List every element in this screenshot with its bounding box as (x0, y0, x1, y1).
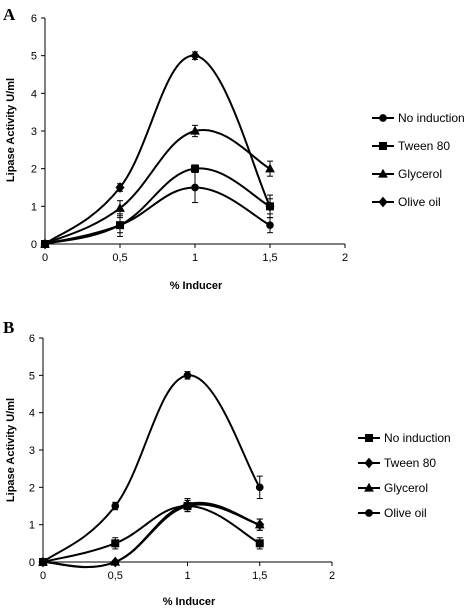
x-tick-label: 0,5 (112, 252, 127, 264)
y-tick-label: 4 (31, 88, 37, 100)
data-point-square (255, 539, 264, 548)
data-point-circle (111, 502, 120, 510)
legend-label: Glycerol (398, 167, 442, 181)
data-point-square (111, 539, 120, 548)
legend-label: No induction (384, 431, 451, 445)
x-axis-label-b: % Inducer (163, 596, 216, 608)
x-tick-label: 0 (42, 252, 48, 264)
legend-marker-square (379, 142, 387, 150)
x-tick-label: 1 (184, 570, 190, 582)
legend-label: Tween 80 (384, 456, 436, 470)
legend-a: No induction Tween 80 Glycerol Olive oil (372, 111, 465, 209)
y-tick-label: 3 (29, 445, 35, 457)
legend-marker-diamond (378, 196, 388, 208)
data-point-triangle (254, 519, 265, 529)
y-axis-label-b: Lipase Activity U/ml (5, 398, 17, 502)
legend-b: No induction Tween 80 Glycerol Olive oil (358, 431, 451, 520)
series-line-tween-80 (44, 167, 271, 245)
data-point-triangle (190, 125, 200, 135)
series-line-glycerol (44, 128, 271, 245)
chart-panel-b: B 0 1 2 3 4 5 6 0 0,5 1 1,5 2 No induction Tween 80 G… (3, 318, 451, 608)
data-point-diamond (265, 201, 275, 212)
data-point-triangle (115, 202, 125, 212)
data-point-circle (39, 558, 47, 566)
legend-marker-diamond (364, 457, 374, 469)
data-point-square (116, 221, 124, 230)
data-point-circle (191, 183, 199, 192)
legend-marker-circle (365, 509, 373, 517)
series-line-olive-oil (44, 54, 271, 245)
legend-label: Olive oil (398, 195, 441, 209)
legend-label: Glycerol (384, 481, 428, 495)
data-point-square (191, 164, 199, 173)
data-point-triangle (110, 556, 121, 566)
y-tick-label: 1 (29, 520, 35, 532)
y-tick-label: 6 (31, 13, 37, 25)
x-axis-label-a: % Inducer (170, 280, 223, 292)
y-tick-label: 5 (31, 51, 37, 63)
x-tick-label: 1 (192, 252, 198, 264)
data-point-diamond (40, 238, 50, 250)
chart-panel-a: A 0 1 2 3 4 5 6 0 0,5 1 1,5 2 No induction Tween 80 G… (3, 5, 465, 292)
legend-marker-square (365, 434, 373, 442)
data-point-triangle (182, 498, 193, 508)
legend-marker-triangle (364, 482, 374, 492)
data-point-triangle (265, 163, 275, 173)
panel-label-a: A (3, 5, 16, 24)
y-tick-label: 5 (29, 370, 35, 382)
panel-label-b: B (3, 318, 14, 337)
y-tick-label: 4 (29, 408, 35, 420)
legend-marker-circle (379, 114, 387, 122)
x-tick-label: 0,5 (108, 570, 123, 582)
series-line-no-induction (44, 186, 271, 245)
legend-label: Tween 80 (398, 139, 450, 153)
y-axis-label-a: Lipase Activity U/ml (5, 78, 17, 182)
x-tick-label: 2 (329, 570, 335, 582)
series-line-glycerol (42, 501, 261, 569)
series-line-olive-oil (42, 374, 261, 563)
y-tick-label: 0 (29, 557, 35, 569)
y-tick-label: 2 (31, 164, 37, 176)
data-point-circle (255, 483, 264, 492)
y-tick-label: 1 (31, 201, 37, 213)
series-line-no-induction (42, 504, 261, 563)
x-tick-label: 2 (342, 252, 348, 264)
x-tick-label: 1,5 (252, 570, 267, 582)
series-line-tween-80 (42, 503, 261, 568)
y-tick-label: 3 (31, 126, 37, 138)
y-tick-label: 0 (31, 239, 37, 251)
data-point-diamond (190, 50, 200, 61)
legend-label: No induction (398, 111, 465, 125)
data-point-circle (266, 221, 274, 229)
legend-label: Olive oil (384, 506, 427, 520)
data-point-circle (183, 371, 192, 380)
legend-marker-triangle (378, 168, 388, 178)
data-point-diamond (115, 182, 125, 193)
x-tick-label: 0 (40, 570, 46, 582)
y-tick-label: 2 (29, 482, 35, 494)
y-tick-label: 6 (29, 333, 35, 345)
x-tick-label: 1,5 (262, 252, 277, 264)
